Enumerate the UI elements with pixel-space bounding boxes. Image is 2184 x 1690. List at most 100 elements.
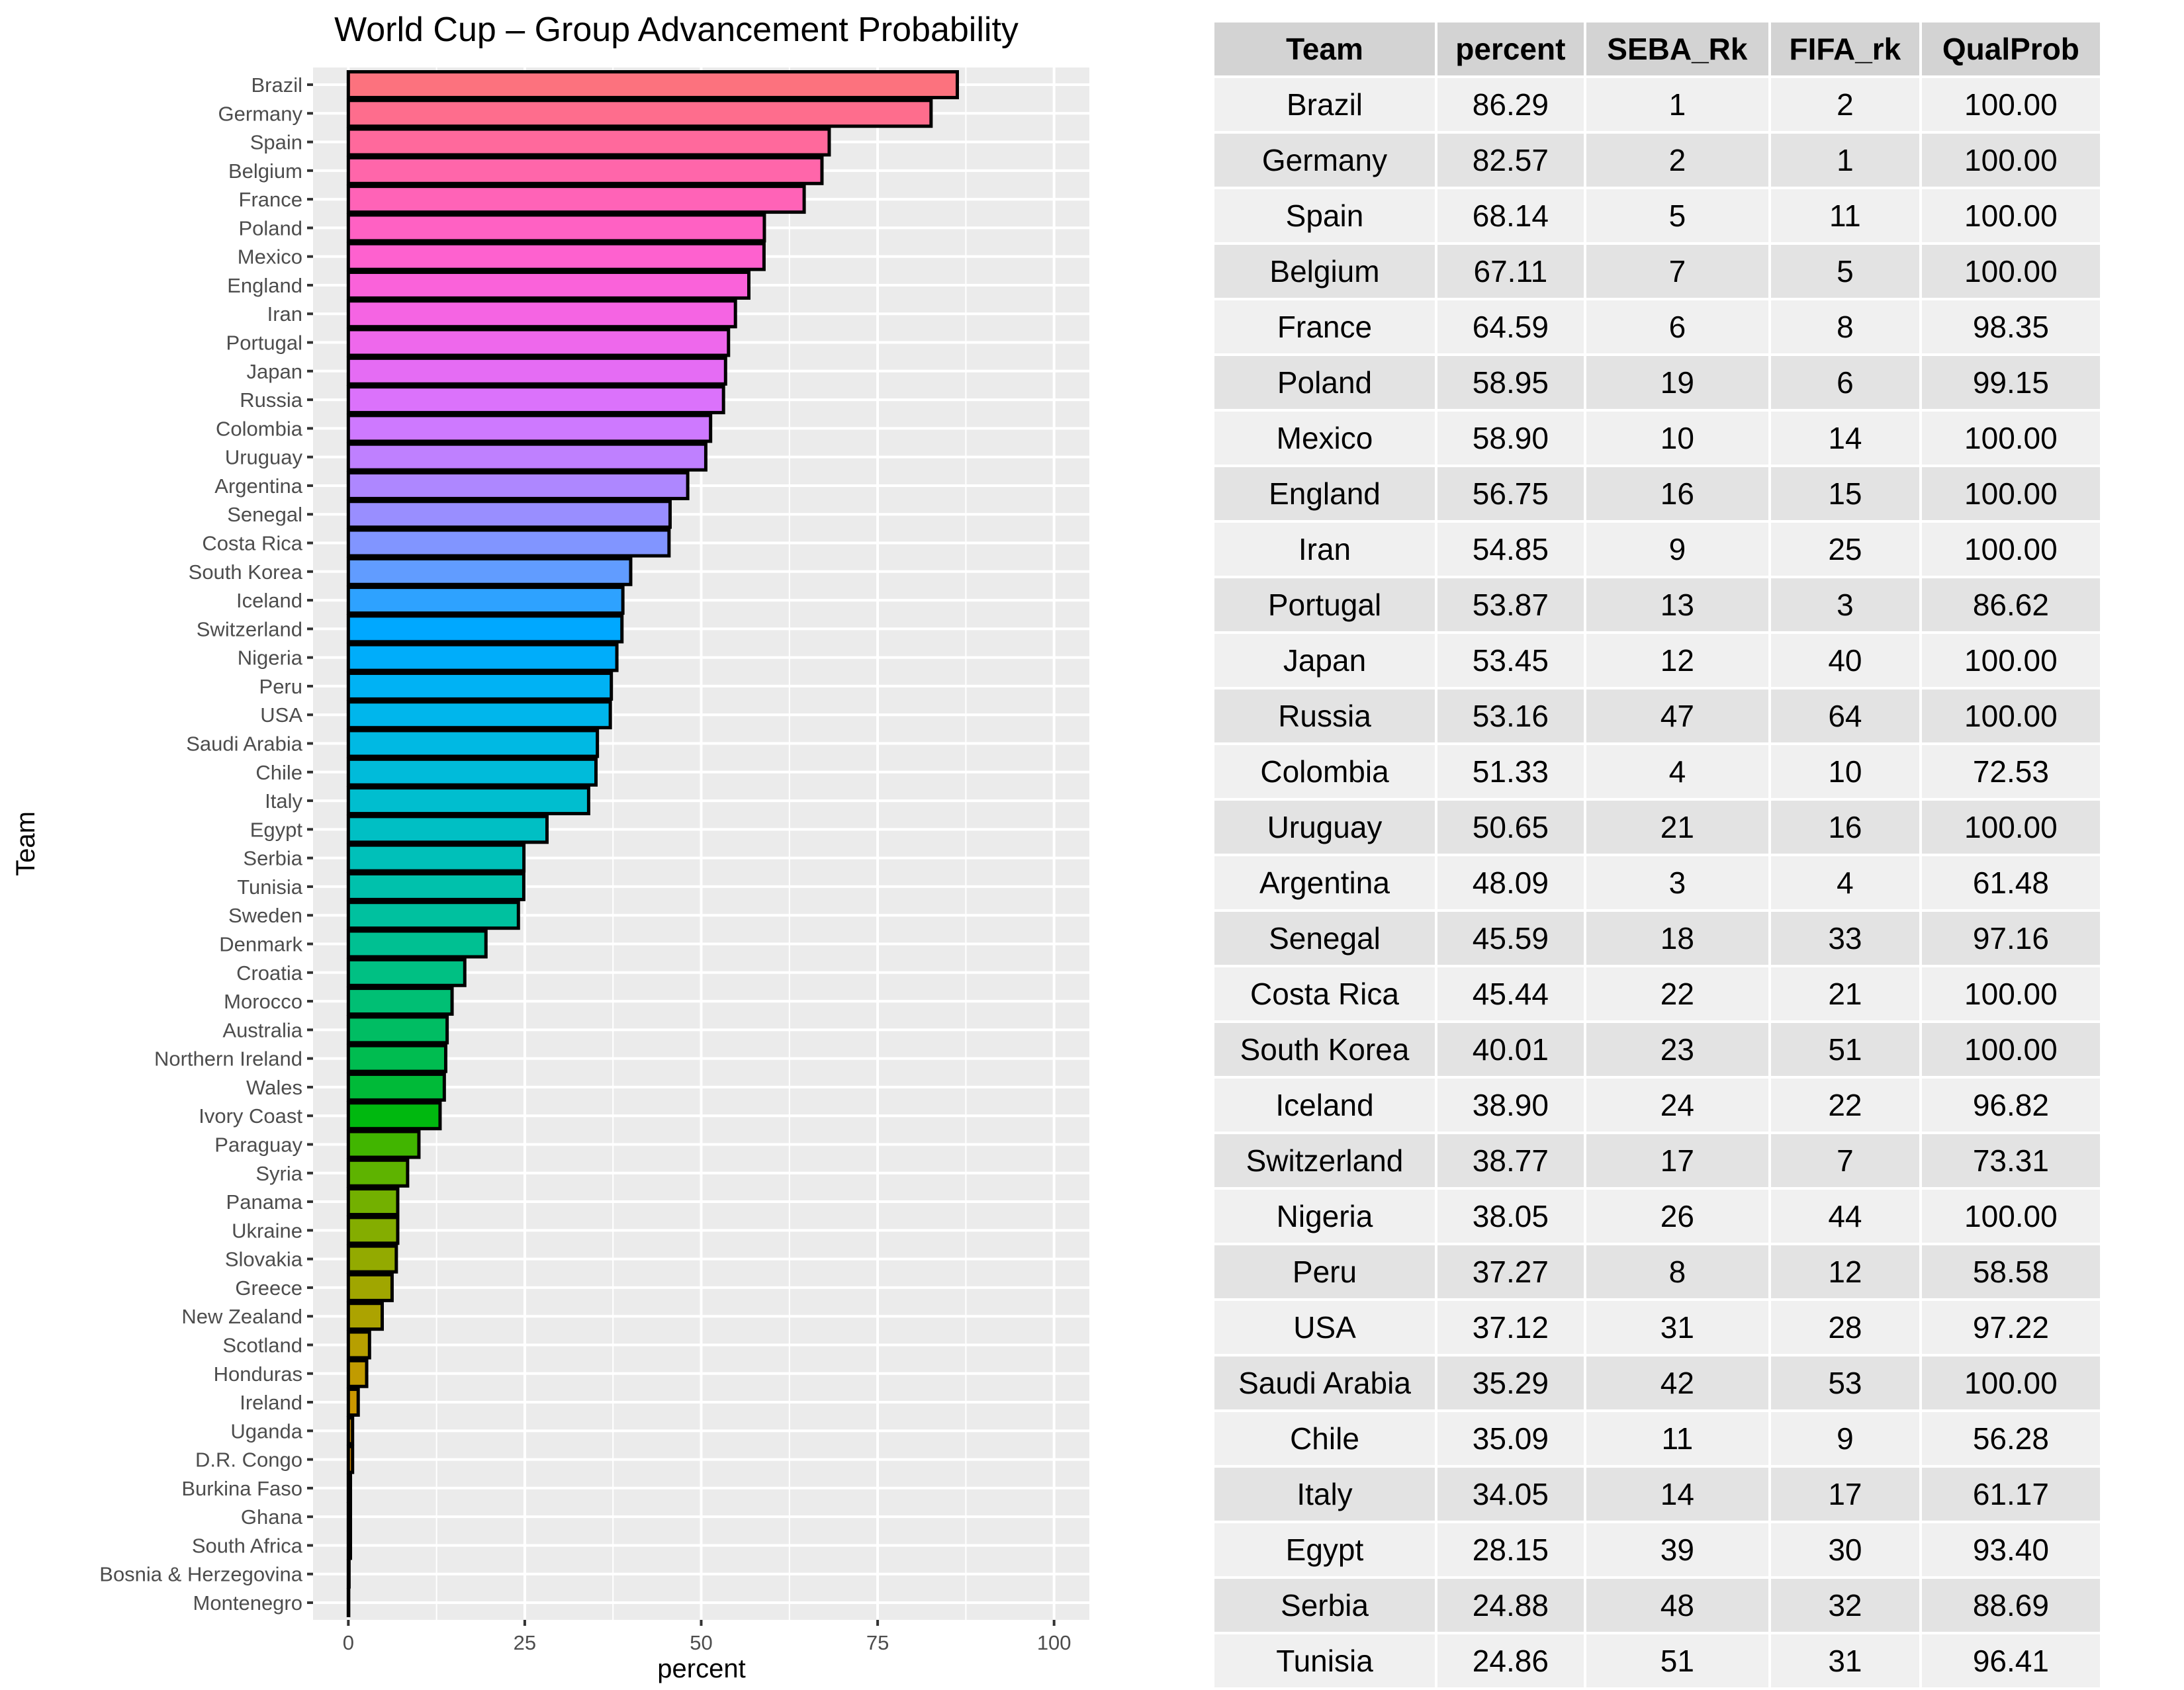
y-tick-label: Montenegro: [193, 1591, 302, 1615]
table-cell: Egypt: [1214, 1523, 1435, 1576]
table-cell: 54.85: [1437, 523, 1584, 576]
table-cell: 35.09: [1437, 1412, 1584, 1465]
table-cell: 17: [1771, 1468, 1919, 1521]
table-row: Argentina 48.09 3 4 61.48: [1214, 856, 2100, 909]
table-row: Brazil 86.29 1 2 100.00: [1214, 78, 2100, 131]
bar: [346, 185, 806, 214]
table-cell: 24.88: [1437, 1579, 1584, 1632]
y-tick-label: Burkina Faso: [181, 1477, 302, 1500]
table-cell: 8: [1586, 1245, 1769, 1298]
table-cell: Costa Rica: [1214, 967, 1435, 1020]
y-tick-label: Croatia: [236, 961, 303, 985]
table-cell: Argentina: [1214, 856, 1435, 909]
bar: [346, 270, 751, 300]
column-header: QualProb: [1921, 22, 2100, 75]
table-cell: Tunisia: [1214, 1634, 1435, 1687]
y-tick-label: Iran: [267, 302, 302, 326]
table-cell: Italy: [1214, 1468, 1435, 1521]
table-cell: Mexico: [1214, 412, 1435, 465]
y-tick-label: Syria: [255, 1162, 302, 1185]
bar: [346, 1015, 449, 1045]
bar: [346, 815, 549, 844]
table-cell: 6: [1586, 300, 1769, 353]
table-cell: 53.16: [1437, 689, 1584, 742]
bar: [346, 242, 766, 271]
y-tick-label: Paraguay: [214, 1133, 302, 1156]
table-cell: 86.62: [1921, 578, 2100, 631]
table-cell: 37.27: [1437, 1245, 1584, 1298]
bar: [346, 987, 454, 1016]
table-row: Tunisia 24.86 51 31 96.41: [1214, 1634, 2100, 1687]
table-row: Japan 53.45 12 40 100.00: [1214, 634, 2100, 687]
bar: [346, 957, 467, 987]
table-cell: 1: [1771, 134, 1919, 187]
y-tick-label: Tunisia: [237, 875, 303, 899]
table-cell: 18: [1586, 912, 1769, 965]
table-cell: 53.87: [1437, 578, 1584, 631]
y-tick-label: Nigeria: [238, 646, 303, 670]
table-cell: 100.00: [1921, 1023, 2100, 1076]
table-cell: 67.11: [1437, 245, 1584, 298]
column-header: SEBA_Rk: [1586, 22, 1769, 75]
y-tick-label: Mexico: [238, 245, 302, 269]
table-cell: 24: [1586, 1079, 1769, 1132]
table-row: England 56.75 16 15 100.00: [1214, 467, 2100, 520]
table-cell: 28.15: [1437, 1523, 1584, 1576]
table-cell: 100.00: [1921, 801, 2100, 854]
y-tick-label: Northern Ireland: [154, 1047, 302, 1071]
bar: [346, 901, 520, 930]
table-cell: 17: [1586, 1134, 1769, 1187]
bar: [346, 729, 600, 758]
table-cell: 48: [1586, 1579, 1769, 1632]
x-tick-label: 25: [514, 1631, 536, 1654]
table-cell: 58.95: [1437, 356, 1584, 409]
x-tick-label: 100: [1037, 1631, 1071, 1654]
table-cell: 19: [1586, 356, 1769, 409]
table-cell: 99.15: [1921, 356, 2100, 409]
bar: [346, 871, 525, 901]
table-cell: 24.86: [1437, 1634, 1584, 1687]
table-cell: 45.59: [1437, 912, 1584, 965]
table-cell: 97.22: [1921, 1301, 2100, 1354]
y-tick-label: South Korea: [189, 560, 303, 584]
table-cell: 47: [1586, 689, 1769, 742]
y-tick-label: Japan: [247, 360, 302, 383]
y-tick-label: Costa Rica: [202, 532, 302, 555]
y-tick-label: Denmark: [219, 932, 302, 956]
table-cell: 22: [1586, 967, 1769, 1020]
bar: [346, 1158, 410, 1188]
bar: [346, 1358, 369, 1388]
y-tick-label: Serbia: [243, 847, 302, 870]
table-row: France 64.59 6 8 98.35: [1214, 300, 2100, 353]
table-cell: 51.33: [1437, 745, 1584, 798]
table-cell: 1: [1586, 78, 1769, 131]
bar: [346, 700, 612, 730]
x-tick-label: 75: [866, 1631, 889, 1654]
table-cell: 11: [1586, 1412, 1769, 1465]
table-cell: 100.00: [1921, 689, 2100, 742]
y-tick-label: Russia: [240, 388, 303, 412]
table-cell: 22: [1771, 1079, 1919, 1132]
y-tick-label: Belgium: [228, 159, 302, 183]
table-cell: 9: [1771, 1412, 1919, 1465]
table-cell: 93.40: [1921, 1523, 2100, 1576]
table-cell: 58.58: [1921, 1245, 2100, 1298]
y-tick-label: South Africa: [192, 1534, 303, 1557]
bar-chart: World Cup – Group Advancement Probabilit…: [11, 11, 1089, 1683]
chart-title: World Cup – Group Advancement Probabilit…: [334, 11, 1019, 49]
y-tick-label: Slovakia: [225, 1248, 303, 1271]
table-cell: 34.05: [1437, 1468, 1584, 1521]
table-cell: 44: [1771, 1190, 1919, 1243]
table-cell: 96.41: [1921, 1634, 2100, 1687]
table-row: Colombia 51.33 4 10 72.53: [1214, 745, 2100, 798]
y-tick-label: Saudi Arabia: [186, 733, 303, 756]
bar: [346, 929, 488, 959]
table-row: USA 37.12 31 28 97.22: [1214, 1301, 2100, 1354]
bar: [346, 1216, 400, 1245]
table-cell: 32: [1771, 1579, 1919, 1632]
bar: [346, 1101, 442, 1131]
table-header-row: Team percent SEBA_Rk FIFA_rk QualProb: [1214, 22, 2100, 75]
table-cell: 53.45: [1437, 634, 1584, 687]
y-tick-label: France: [239, 188, 302, 211]
table-cell: 56.28: [1921, 1412, 2100, 1465]
